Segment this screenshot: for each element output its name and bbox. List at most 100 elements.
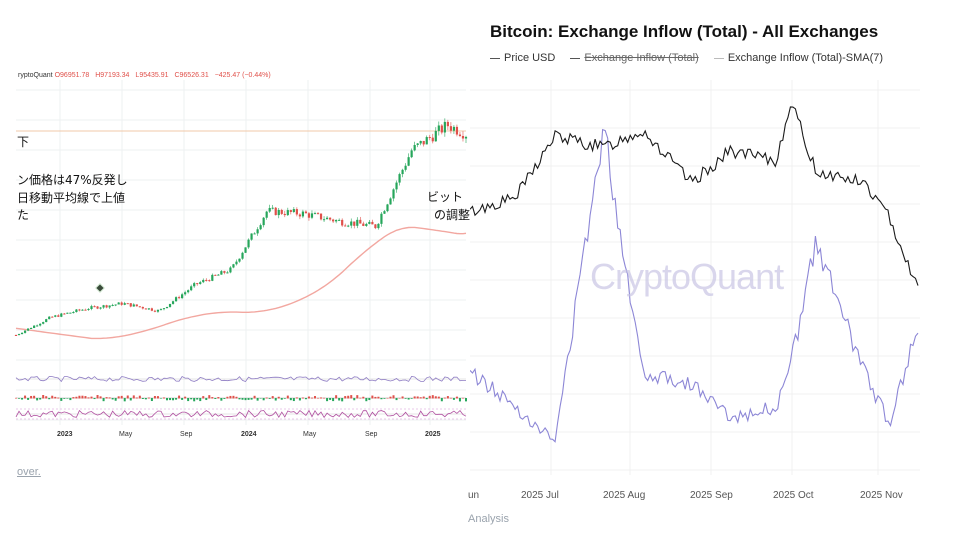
candle [304,210,308,214]
candle [310,210,314,220]
candle [322,216,326,222]
candle [389,197,392,205]
legend-exchange-inflow[interactable]: Exchange Inflow (Total) [570,52,699,64]
ohlc-readout: ryptoQuant O96951.78 H97193.34 L95435.91… [18,72,275,79]
candle [199,280,202,285]
candle [277,208,280,219]
candle [392,188,395,202]
candle [190,284,193,292]
candle [39,323,42,327]
candle [102,304,105,309]
ohlc-close: C96526.31 [174,72,209,79]
candle [33,325,36,329]
candle [14,334,18,336]
candle [220,270,223,275]
candle [36,324,39,327]
candle [138,306,141,308]
candle [341,218,344,227]
candle [45,318,48,323]
candle [289,209,292,215]
legend-price-usd[interactable]: Price USD [490,52,555,64]
candle [356,217,359,229]
candle [262,217,265,228]
candle [295,207,298,217]
candle [464,135,468,144]
candle [335,219,338,224]
candle [214,274,217,276]
candle [78,308,81,312]
candle [87,307,90,311]
candle [307,212,311,221]
right-chart-svg [470,80,920,475]
right-xtick-5: 2025 Nov [860,490,903,501]
candle [325,215,329,220]
candle [184,290,187,296]
candle [126,302,129,305]
candle [419,140,422,146]
candle [368,220,371,225]
candle [17,333,21,336]
footer-fragment-left[interactable]: over. [17,466,41,478]
candle [316,211,320,215]
candle [431,133,434,144]
candle [84,308,87,311]
candle [132,303,135,307]
candle [416,142,419,148]
candle [202,278,205,284]
series-inflow-sma7 [470,128,919,443]
candle [90,304,93,311]
candle [235,259,238,266]
annotation-6: の調整 [434,208,471,222]
candle [271,204,274,210]
candle [265,210,268,220]
ohlc-change: −425.47 (−0.44%) [214,72,271,79]
candle [162,308,166,311]
candle [174,296,178,302]
candle [193,281,196,288]
candle [274,206,277,216]
candle [268,204,271,213]
legend-exchange-inflow-sma7[interactable]: Exchange Inflow (Total)-SMA(7) [713,52,883,64]
candle [223,270,226,275]
candle [42,321,45,325]
candle [114,304,117,307]
left-xtick-6: 2025 [425,431,441,438]
candle [437,121,440,136]
candle [211,273,214,282]
candle [171,300,175,305]
candle [401,168,404,178]
candle [141,306,144,310]
candle [404,163,407,172]
right-xtick-0: un [468,490,480,501]
candle [371,219,374,225]
candle [144,308,147,310]
right-chart-panel [470,0,960,540]
candle [350,218,353,229]
marker-diamond [95,283,105,293]
candle [150,307,154,312]
candle [69,312,72,314]
candle [135,304,138,307]
ohlc-source: ryptoQuant [18,72,53,79]
candle [256,227,259,236]
left-xtick-2: Sep [180,431,193,438]
candle [425,135,428,145]
chart-title: Bitcoin: Exchange Inflow (Total) - All E… [490,22,879,41]
candle [232,263,235,269]
candle [362,221,365,227]
candle [365,222,368,227]
candle [455,124,459,137]
candle [187,289,190,294]
candle [332,218,335,224]
candle [380,212,383,227]
candle [120,301,123,306]
candle [440,123,443,135]
candle [168,303,172,308]
candle [458,132,462,138]
candle [250,233,253,241]
candle [30,327,33,329]
left-chart-grid [14,80,468,425]
candle [226,270,229,274]
candle [428,134,431,141]
annotation-3: 日移動平均線で上値 [17,191,126,205]
